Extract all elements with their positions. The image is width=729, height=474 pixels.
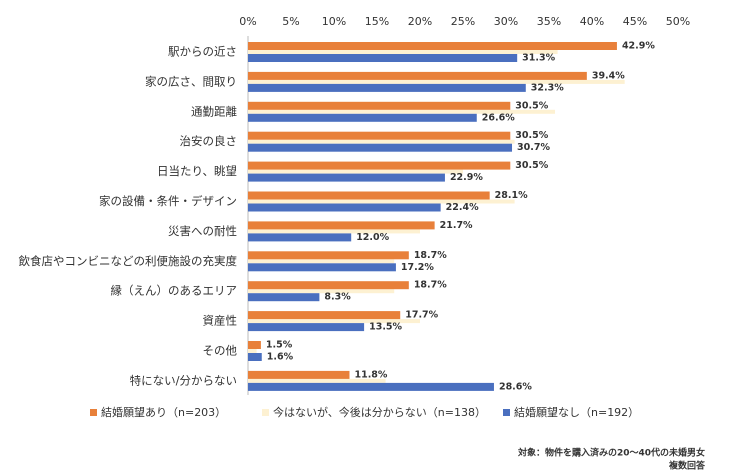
bar	[248, 191, 490, 200]
legend-swatch	[503, 409, 510, 416]
bar	[248, 42, 617, 50]
value-label: 18.7%	[414, 250, 447, 261]
x-tick-label: 0%	[239, 15, 256, 28]
category-label: 家の設備・条件・デザイン	[99, 194, 237, 208]
value-label: 17.2%	[401, 262, 434, 273]
value-label: 32.3%	[531, 82, 564, 93]
value-label: 21.7%	[440, 220, 473, 231]
legend-label: 今はないが、今後は分からない（n=138）	[273, 405, 486, 419]
bar	[248, 251, 409, 260]
value-label: 30.5%	[515, 100, 548, 111]
x-tick-label: 15%	[365, 15, 389, 28]
value-label: 11.8%	[354, 369, 387, 380]
value-label: 13.5%	[369, 322, 402, 333]
category-label: 通勤距離	[191, 104, 237, 118]
x-tick-label: 35%	[537, 15, 561, 28]
bar	[248, 259, 395, 264]
value-label: 31.3%	[522, 53, 555, 64]
value-label: 22.4%	[446, 202, 479, 213]
footnote: 複数回答	[668, 460, 706, 472]
bar	[248, 281, 409, 290]
value-label: 26.6%	[482, 112, 515, 123]
category-label: 資産性	[203, 314, 238, 328]
legend-swatch	[90, 409, 97, 416]
bar	[248, 101, 511, 110]
bar	[248, 203, 441, 212]
bar	[248, 83, 526, 92]
value-label: 28.1%	[495, 190, 528, 201]
bar	[248, 341, 261, 349]
bar	[248, 169, 463, 174]
bar	[248, 263, 396, 272]
bar	[248, 229, 420, 234]
x-tick-label: 25%	[451, 15, 475, 28]
bar	[248, 370, 350, 379]
value-label: 17.7%	[405, 310, 438, 321]
bar	[248, 113, 477, 122]
category-label: 縁（えん）のあるエリア	[111, 284, 238, 298]
category-label: その他	[203, 344, 238, 358]
x-tick-label: 10%	[322, 15, 346, 28]
value-label: 22.9%	[450, 172, 483, 183]
x-tick-label: 30%	[494, 15, 518, 28]
bar	[248, 221, 435, 230]
x-tick-label: 20%	[408, 15, 432, 28]
bar	[248, 139, 515, 144]
category-label: 家の広さ、間取り	[145, 74, 237, 88]
value-label: 30.5%	[515, 160, 548, 171]
value-label: 42.9%	[622, 41, 655, 52]
category-label: 災害への耐性	[168, 224, 237, 238]
bar	[248, 293, 320, 302]
bar	[248, 233, 352, 242]
bar	[248, 50, 558, 54]
bar	[248, 349, 257, 353]
bar	[248, 71, 587, 80]
bar	[248, 353, 262, 361]
footnote: 対象：物件を購入済みの20～40代の未婚男女	[517, 447, 705, 459]
value-label: 12.0%	[356, 232, 389, 243]
value-label: 8.3%	[324, 292, 351, 303]
bar	[248, 131, 511, 140]
legend-label: 結婚願望あり（n=203）	[101, 405, 226, 419]
bar	[248, 143, 513, 152]
value-label: 1.5%	[266, 340, 293, 351]
category-label: 駅からの近さ	[168, 45, 237, 59]
bar	[248, 199, 515, 204]
bar	[248, 311, 401, 320]
legend-swatch	[262, 409, 269, 416]
bar	[248, 382, 494, 391]
bar	[248, 161, 511, 170]
value-label: 30.7%	[517, 142, 550, 153]
legend-label: 結婚願望なし（n=192）	[514, 405, 639, 419]
bar	[248, 323, 365, 332]
value-label: 18.7%	[414, 280, 447, 291]
x-tick-label: 5%	[282, 15, 299, 28]
value-label: 1.6%	[267, 352, 294, 363]
category-label: 治安の良さ	[180, 134, 238, 148]
bar	[248, 109, 556, 114]
bar	[248, 319, 420, 324]
x-tick-label: 45%	[623, 15, 647, 28]
value-label: 28.6%	[499, 381, 532, 392]
category-label: 特にない/分からない	[130, 373, 237, 387]
value-label: 30.5%	[515, 130, 548, 141]
value-label: 39.4%	[592, 70, 625, 81]
bar	[248, 79, 625, 84]
category-label: 飲食店やコンビニなどの利便施設の充実度	[19, 254, 238, 268]
bar	[248, 378, 386, 383]
x-tick-label: 40%	[580, 15, 604, 28]
category-label: 日当たり、眺望	[157, 164, 237, 178]
bar	[248, 289, 395, 294]
bar	[248, 173, 445, 182]
x-tick-label: 50%	[666, 15, 690, 28]
bar	[248, 54, 518, 62]
